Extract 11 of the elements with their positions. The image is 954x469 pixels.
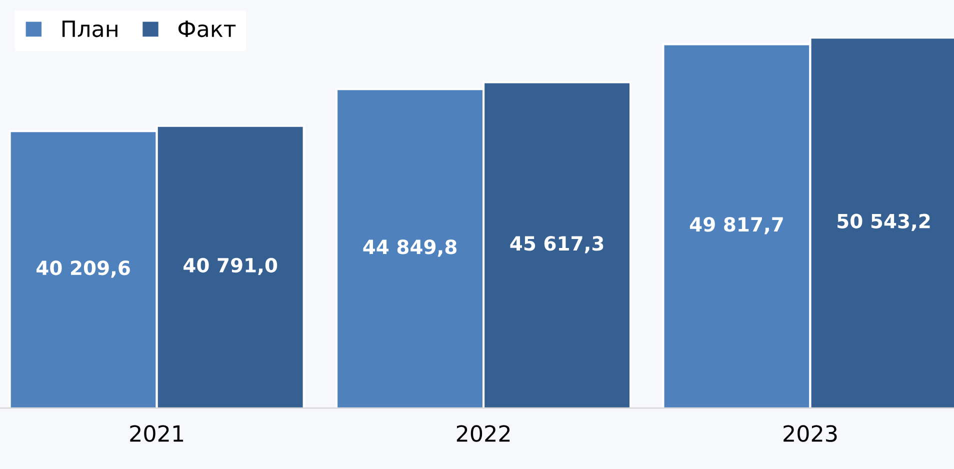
data-label: 40 209,6 [36,260,130,278]
x-tick-label: 2021 [130,425,184,442]
x-tick-label: 2022 [456,425,510,442]
data-label: 45 617,3 [510,236,604,254]
data-label: 40 791,0 [184,258,278,276]
data-label: 44 849,8 [363,240,456,257]
legend-label: Факт [178,20,236,38]
data-label: 50 543,2 [838,214,930,231]
x-tick-label: 2023 [784,425,837,442]
legend-label: План [62,20,118,38]
data-label: 49 817,7 [690,217,783,234]
